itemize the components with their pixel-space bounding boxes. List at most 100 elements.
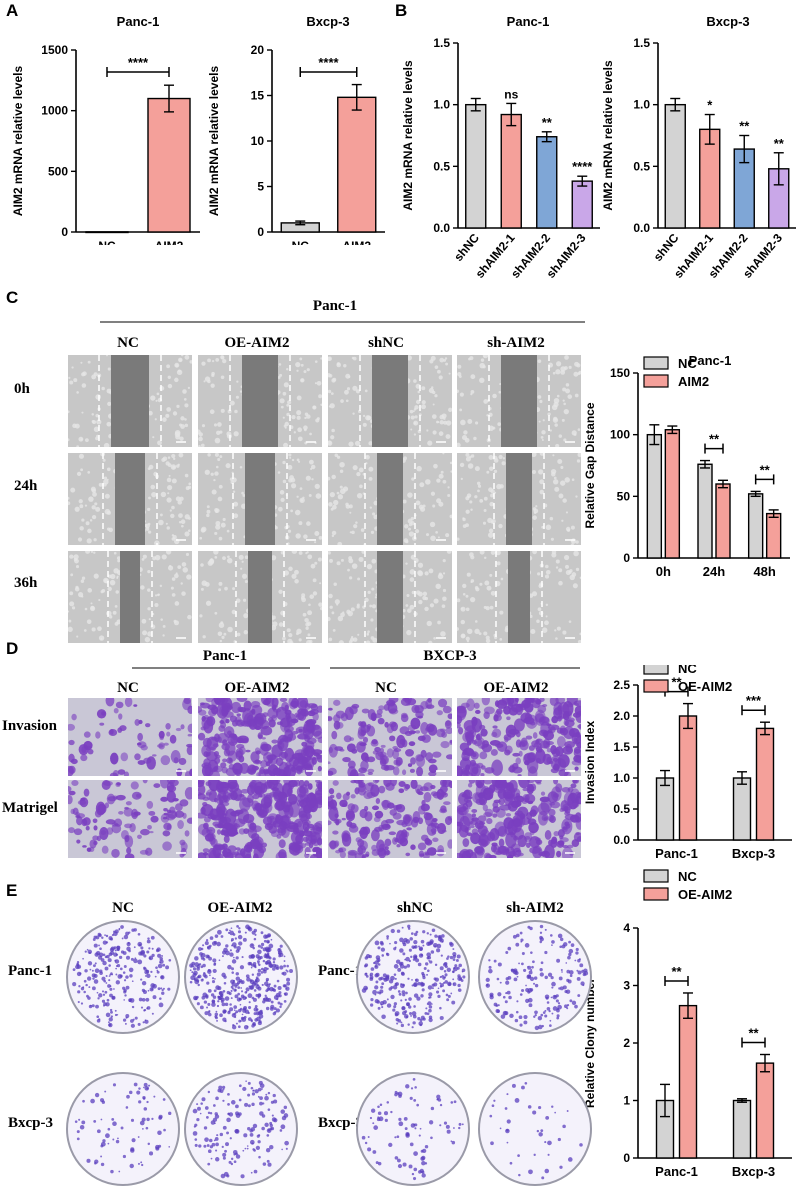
legend-swatch-aim2 [643, 374, 669, 388]
section-e-row-3: Panc-1 [318, 963, 362, 979]
chart-title: Bxcp-3 [306, 14, 349, 29]
section-e-col-2: OE-AIM2 [208, 900, 273, 916]
y-tick-label: 10 [251, 134, 265, 148]
legend-label: NC [678, 869, 697, 884]
invasion-photo [68, 698, 192, 776]
bar-shaim2-1 [500, 113, 522, 229]
error-bar [760, 1053, 770, 1073]
section-c-group-label: Panc-1 [313, 298, 357, 314]
scratch-photo [198, 551, 322, 643]
y-tick-label: 0 [623, 551, 630, 565]
section-d-col-4: OE-AIM2 [484, 680, 549, 696]
error-bar [667, 425, 678, 435]
section-c-row-1: 0h [14, 381, 31, 397]
y-axis-label: AIM2 mRNA relative levels [207, 66, 221, 217]
section-e-col-3: shNC [397, 900, 433, 916]
bar-oe-aim2-bxcp-3 [755, 727, 775, 841]
y-tick-label: 0 [61, 225, 68, 239]
section-c-row-3: 36h [14, 575, 38, 591]
significance-label: ** [671, 964, 682, 979]
error-bar [541, 131, 552, 143]
section-e-row-4: Bxcp-3 [318, 1115, 363, 1131]
x-tick-label: 0h [656, 564, 671, 579]
scratch-gap [245, 453, 275, 545]
bar-shnc [465, 103, 487, 229]
panel-letter-a: A [6, 1, 19, 20]
bar-oe-aim2-panc-1 [678, 715, 698, 841]
section-d-group-2: BXCP-3 [423, 648, 476, 664]
y-tick-label: 1.0 [633, 98, 650, 112]
bar-nc-bxcp-3 [732, 777, 752, 841]
colony-dish [184, 920, 298, 1034]
significance-bracket [741, 1037, 766, 1048]
significance-label: ** [709, 432, 720, 447]
bar-nc-panc-1 [655, 777, 675, 841]
error-bar [750, 490, 761, 498]
section-c-col-3: shNC [368, 335, 404, 351]
bar-nc-24h [697, 463, 713, 559]
colony-dish [356, 920, 470, 1034]
chart-a2: 0 5 10 15 20 Bxcp-3 AIM2 mRNA relative levels N… [207, 14, 385, 245]
bar-aim2-24h [715, 483, 731, 559]
scratch-photo [457, 551, 581, 643]
section-e-col-4: sh-AIM2 [506, 900, 564, 916]
panel-letter-c: C [6, 288, 19, 307]
x-tick-label: Bxcp-3 [732, 846, 775, 861]
error-bar [649, 424, 660, 446]
significance-label: ** [739, 119, 750, 134]
error-bar [768, 509, 779, 519]
scratch-photo [68, 355, 192, 447]
section-d-row-1: Invasion [2, 718, 58, 734]
y-tick-label: 1 [623, 1094, 630, 1108]
error-bar [506, 102, 517, 127]
section-e-col-1: NC [112, 900, 134, 916]
x-tick-label: NC [98, 239, 116, 245]
error-bar [683, 702, 693, 730]
y-tick-label: 1.5 [633, 36, 650, 50]
invasion-photo [198, 698, 322, 776]
significance-label: *** [746, 693, 762, 708]
colony-dish [66, 1072, 180, 1186]
y-tick-label: 0.5 [613, 802, 630, 816]
legend-swatch-oe-aim2 [643, 887, 669, 901]
scratch-gap [508, 551, 530, 643]
y-tick-label: 1500 [41, 43, 68, 57]
y-tick-label: 2.5 [613, 678, 630, 692]
bar-shaim2-2 [536, 136, 558, 229]
section-d-col-3: NC [375, 680, 397, 696]
y-axis-label: AIM2 mRNA relative levels [11, 66, 25, 217]
y-tick-label: 0.5 [633, 159, 650, 173]
chart-title: Panc-1 [117, 14, 160, 29]
error-bar [700, 459, 710, 469]
y-tick-label: 1.5 [613, 740, 630, 754]
significance-bracket [754, 474, 775, 485]
legend-label: OE-AIM2 [678, 679, 732, 694]
error-bar [683, 992, 693, 1019]
scratch-photo [457, 355, 581, 447]
section-c-row-2: 24h [14, 478, 38, 494]
bar-nc [85, 231, 129, 234]
bar-shaim2-3 [571, 180, 593, 229]
legend-label: NC [678, 665, 697, 676]
y-tick-label: 500 [48, 164, 68, 178]
scratch-photo [68, 453, 192, 545]
y-tick-label: 1.0 [433, 98, 450, 112]
error-bar [737, 1098, 747, 1103]
scratch-gap [120, 551, 140, 643]
significance-label: ** [760, 462, 771, 477]
x-tick-label: Panc-1 [655, 846, 698, 861]
chart-c: 0 50 100 150 Panc-1 Relative Gap Distance 0h 24… [583, 355, 790, 579]
colony-dish [478, 1072, 592, 1186]
chart-b2: 0.0 0.5 1.0 1.5 Bxcp-3 AIM2 mRNA relative lev… [601, 14, 796, 281]
bar-nc-0h [646, 433, 663, 559]
y-axis-label: AIM2 mRNA relative levels [401, 60, 415, 211]
y-tick-label: 1.5 [433, 36, 450, 50]
bar-shnc [664, 103, 686, 229]
y-tick-label: 1.0 [613, 771, 630, 785]
invasion-photo [328, 698, 452, 776]
bar-aim2 [147, 97, 191, 233]
chart-a1: 0 500 1000 1500 Panc-1 AIM2 mRNA relative lev… [11, 14, 200, 245]
legend-label: OE-AIM2 [678, 887, 732, 902]
scratch-gap [372, 355, 408, 447]
y-axis-label: Relative Clony number [583, 978, 597, 1108]
